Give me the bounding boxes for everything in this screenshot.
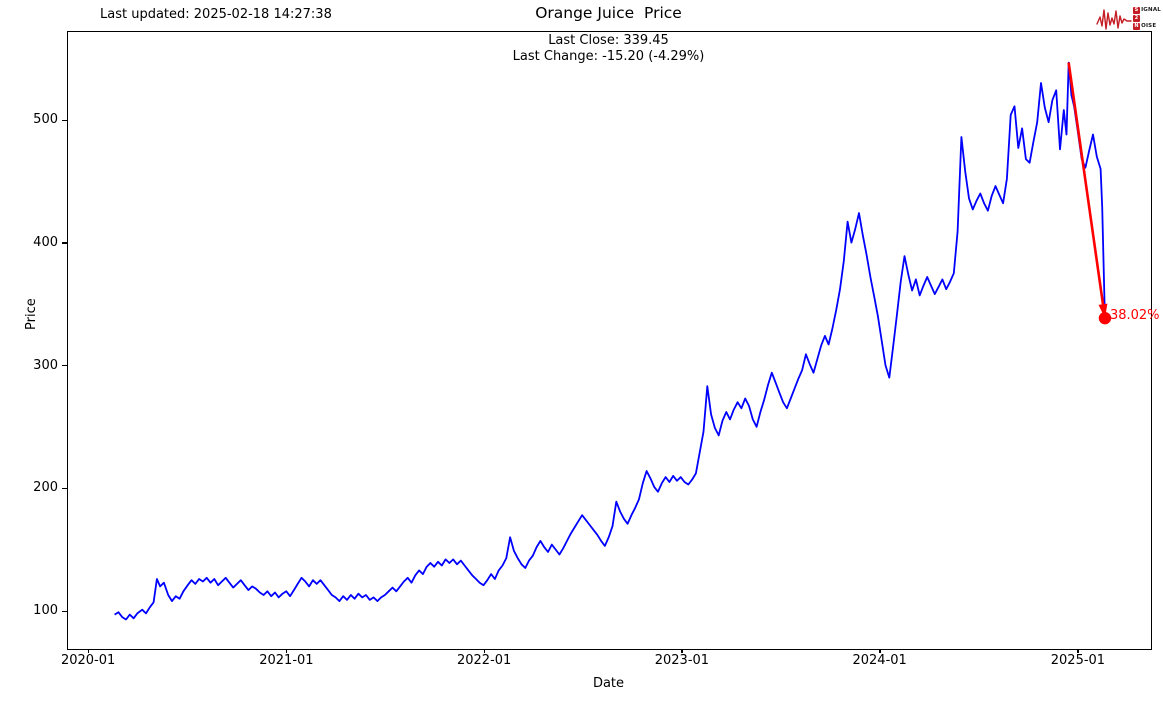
logo-n-box: N bbox=[1133, 22, 1141, 30]
x-tick-mark bbox=[87, 649, 90, 653]
chart-canvas bbox=[114, 61, 1112, 621]
logo-line-2: 2 bbox=[1133, 14, 1161, 22]
y-tick-mark bbox=[62, 610, 67, 613]
x-tick-label: 2020-01 bbox=[60, 653, 116, 668]
last-price-dot bbox=[1098, 311, 1112, 325]
plot-area bbox=[67, 31, 1152, 650]
y-tick-label: 200 bbox=[33, 480, 58, 496]
logo-noise-rest: OISE bbox=[1141, 23, 1157, 29]
price-line bbox=[114, 61, 1106, 621]
logo-2-box: 2 bbox=[1133, 14, 1141, 22]
last-change-text: Last Change: -15.20 (-4.29%) bbox=[512, 49, 705, 64]
drawdown-arrow-line bbox=[1067, 62, 1105, 307]
x-tick-mark bbox=[483, 649, 486, 653]
last-updated-text: Last updated: 2025-02-18 14:27:38 bbox=[100, 7, 332, 22]
x-tick-mark bbox=[879, 649, 881, 653]
x-tick-mark bbox=[681, 649, 683, 653]
y-tick-label: 300 bbox=[33, 357, 58, 373]
y-axis-label: Price bbox=[24, 298, 39, 330]
x-tick-label: 2024-01 bbox=[852, 653, 907, 668]
x-tick-label: 2023-01 bbox=[654, 653, 710, 668]
y-tick-label: 400 bbox=[33, 234, 58, 250]
logo-line-signal: S IGNAL bbox=[1133, 6, 1161, 14]
logo-signal-rest: IGNAL bbox=[1141, 7, 1161, 13]
waveform-icon bbox=[1096, 9, 1132, 30]
x-tick-label: 2025-01 bbox=[1050, 653, 1106, 668]
chart-title: Orange Juice Price bbox=[535, 4, 682, 22]
signal2noise-logo: S IGNAL 2 N OISE bbox=[1096, 2, 1161, 34]
x-tick-mark bbox=[285, 649, 288, 653]
drawdown-percent-label: 38.02% bbox=[1109, 308, 1160, 324]
logo-line-noise: N OISE bbox=[1133, 22, 1161, 30]
x-tick-label: 2021-01 bbox=[259, 653, 314, 668]
x-tick-mark bbox=[1077, 649, 1079, 653]
last-close-text: Last Close: 339.45 bbox=[548, 33, 669, 48]
x-axis-label: Date bbox=[592, 676, 625, 691]
y-tick-mark bbox=[62, 242, 67, 244]
y-tick-mark bbox=[62, 119, 67, 121]
y-tick-mark bbox=[62, 487, 67, 490]
y-tick-label: 100 bbox=[33, 603, 58, 619]
logo-text: S IGNAL 2 N OISE bbox=[1133, 6, 1161, 30]
y-tick-label: 500 bbox=[33, 112, 58, 128]
y-tick-mark bbox=[62, 365, 67, 367]
logo-s-box: S bbox=[1133, 6, 1141, 14]
x-tick-label: 2022-01 bbox=[456, 653, 512, 668]
